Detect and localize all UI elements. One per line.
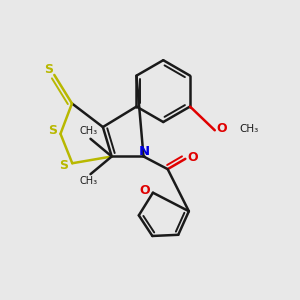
Text: N: N <box>139 145 150 158</box>
Text: O: O <box>140 184 150 197</box>
Text: S: S <box>59 158 68 172</box>
Text: CH₃: CH₃ <box>80 127 98 136</box>
Text: S: S <box>44 63 53 76</box>
Text: O: O <box>216 122 226 135</box>
Text: CH₃: CH₃ <box>239 124 258 134</box>
Text: CH₃: CH₃ <box>80 176 98 187</box>
Text: S: S <box>48 124 57 137</box>
Text: O: O <box>187 151 198 164</box>
